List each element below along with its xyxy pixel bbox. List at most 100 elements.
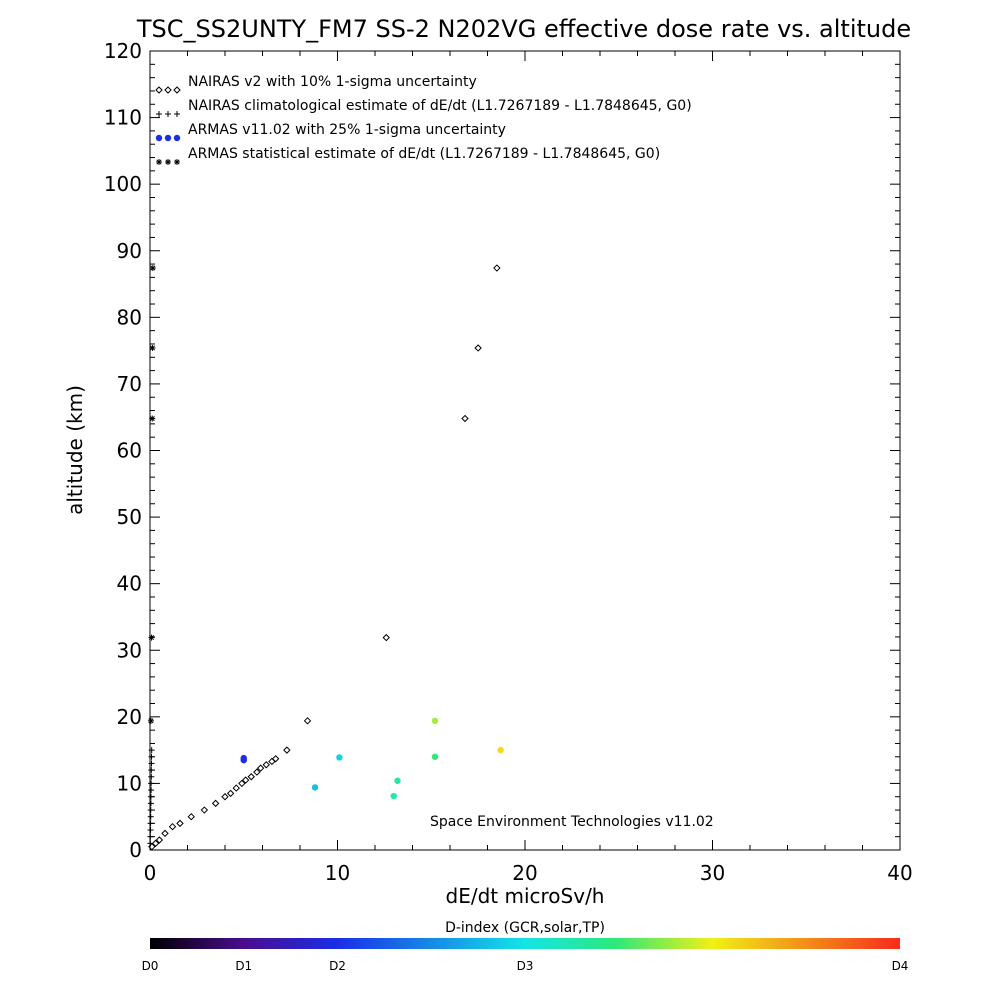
y-tick-label: 0 — [129, 838, 142, 862]
data-point — [262, 761, 270, 769]
colorbar-tick-label: D3 — [517, 959, 534, 973]
data-point — [497, 746, 504, 754]
y-tick-label: 110 — [104, 106, 142, 130]
legend-symbol — [156, 111, 162, 117]
data-point — [431, 717, 439, 725]
data-point — [148, 767, 155, 774]
data-point — [155, 836, 164, 844]
legend-label: NAIRAS climatological estimate of dE/dt … — [188, 98, 692, 114]
data-point — [148, 753, 155, 760]
data-point — [147, 800, 154, 807]
legend-entry: ARMAS statistical estimate of dE/dt (L1.… — [156, 146, 660, 165]
data-point — [147, 833, 154, 840]
x-tick-label: 10 — [325, 861, 350, 885]
data-point — [461, 414, 469, 423]
data-point — [394, 777, 401, 784]
data-point — [247, 773, 255, 781]
y-tick-label: 70 — [117, 372, 142, 396]
y-tick-label: 120 — [104, 39, 142, 63]
data-point — [148, 773, 155, 780]
y-tick-label: 90 — [117, 239, 142, 263]
data-point — [211, 799, 220, 808]
legend-symbol — [173, 86, 181, 94]
colorbar-tick-label: D2 — [329, 959, 346, 973]
data-point — [161, 829, 169, 838]
data-point — [200, 806, 209, 814]
colorbar-tick-label: D0 — [142, 959, 159, 973]
legend-entry: ARMAS v11.02 with 25% 1-sigma uncertaint… — [155, 122, 506, 142]
data-point — [149, 344, 156, 351]
data-point — [149, 265, 156, 272]
x-tick-label: 30 — [700, 861, 725, 885]
y-tick-label: 40 — [117, 572, 142, 596]
legend-label: ARMAS v11.02 with 25% 1-sigma uncertaint… — [188, 122, 506, 138]
data-point — [221, 793, 229, 801]
legend-symbol — [173, 134, 181, 142]
y-tick-label: 60 — [117, 439, 142, 463]
y-tick-label: 20 — [117, 705, 142, 729]
legend-symbol — [155, 134, 163, 142]
legend-symbol — [174, 111, 180, 117]
series-3 — [147, 265, 156, 724]
legend-symbol — [155, 86, 163, 94]
data-point — [148, 760, 155, 767]
x-axis-label: dE/dt microSv/h — [446, 884, 605, 908]
colorbar-label: D-index (GCR,solar,TP) — [445, 920, 605, 936]
data-point — [151, 839, 160, 848]
colorbar — [150, 938, 900, 949]
data-point — [238, 779, 246, 788]
x-tick-label: 0 — [144, 861, 157, 885]
data-point — [147, 820, 154, 827]
data-point — [271, 755, 280, 763]
data-point — [168, 822, 177, 831]
data-point — [147, 840, 154, 847]
data-point — [382, 633, 390, 642]
legend-symbol — [164, 86, 172, 94]
data-point — [232, 784, 240, 792]
y-tick-label: 100 — [104, 172, 142, 196]
y-tick-label: 80 — [117, 305, 142, 329]
legend-entry: NAIRAS climatological estimate of dE/dt … — [156, 98, 692, 117]
legend-symbol — [174, 159, 180, 165]
data-point — [268, 757, 276, 766]
legend-symbol — [156, 159, 162, 165]
colorbar-tick-label: D1 — [235, 959, 252, 973]
data-point — [147, 793, 154, 800]
data-point — [303, 717, 312, 725]
data-point — [474, 344, 482, 352]
credit-annotation: Space Environment Technologies v11.02 — [430, 814, 714, 830]
legend-label: NAIRAS v2 with 10% 1-sigma uncertainty — [188, 74, 477, 90]
x-tick-label: 20 — [512, 861, 537, 885]
data-point — [187, 813, 195, 821]
data-point — [256, 764, 265, 772]
legend-symbol — [165, 111, 171, 117]
data-point — [311, 784, 319, 791]
y-tick-label: 10 — [117, 771, 142, 795]
data-point — [148, 787, 155, 794]
data-point — [390, 792, 397, 800]
x-tick-label: 40 — [887, 861, 912, 885]
legend-label: ARMAS statistical estimate of dE/dt (L1.… — [188, 146, 660, 162]
data-point — [176, 819, 184, 828]
series-0 — [148, 264, 501, 851]
legend-symbol — [165, 159, 171, 165]
data-point — [226, 789, 235, 798]
data-point — [431, 753, 439, 760]
data-point — [147, 813, 154, 820]
data-point — [253, 768, 261, 776]
data-point — [149, 415, 156, 422]
data-point — [241, 776, 250, 784]
series-1 — [147, 747, 155, 847]
legend-symbol — [164, 134, 172, 142]
data-point — [493, 264, 501, 272]
data-point — [148, 747, 155, 754]
series-2 — [240, 717, 504, 800]
y-tick-label: 50 — [117, 505, 142, 529]
data-point — [240, 756, 247, 764]
colorbar-tick-label: D4 — [892, 959, 909, 973]
data-point — [283, 746, 291, 754]
data-point — [148, 634, 155, 641]
plot-frame — [149, 50, 901, 851]
data-point — [148, 780, 155, 787]
y-axis-label: altitude (km) — [63, 385, 87, 515]
